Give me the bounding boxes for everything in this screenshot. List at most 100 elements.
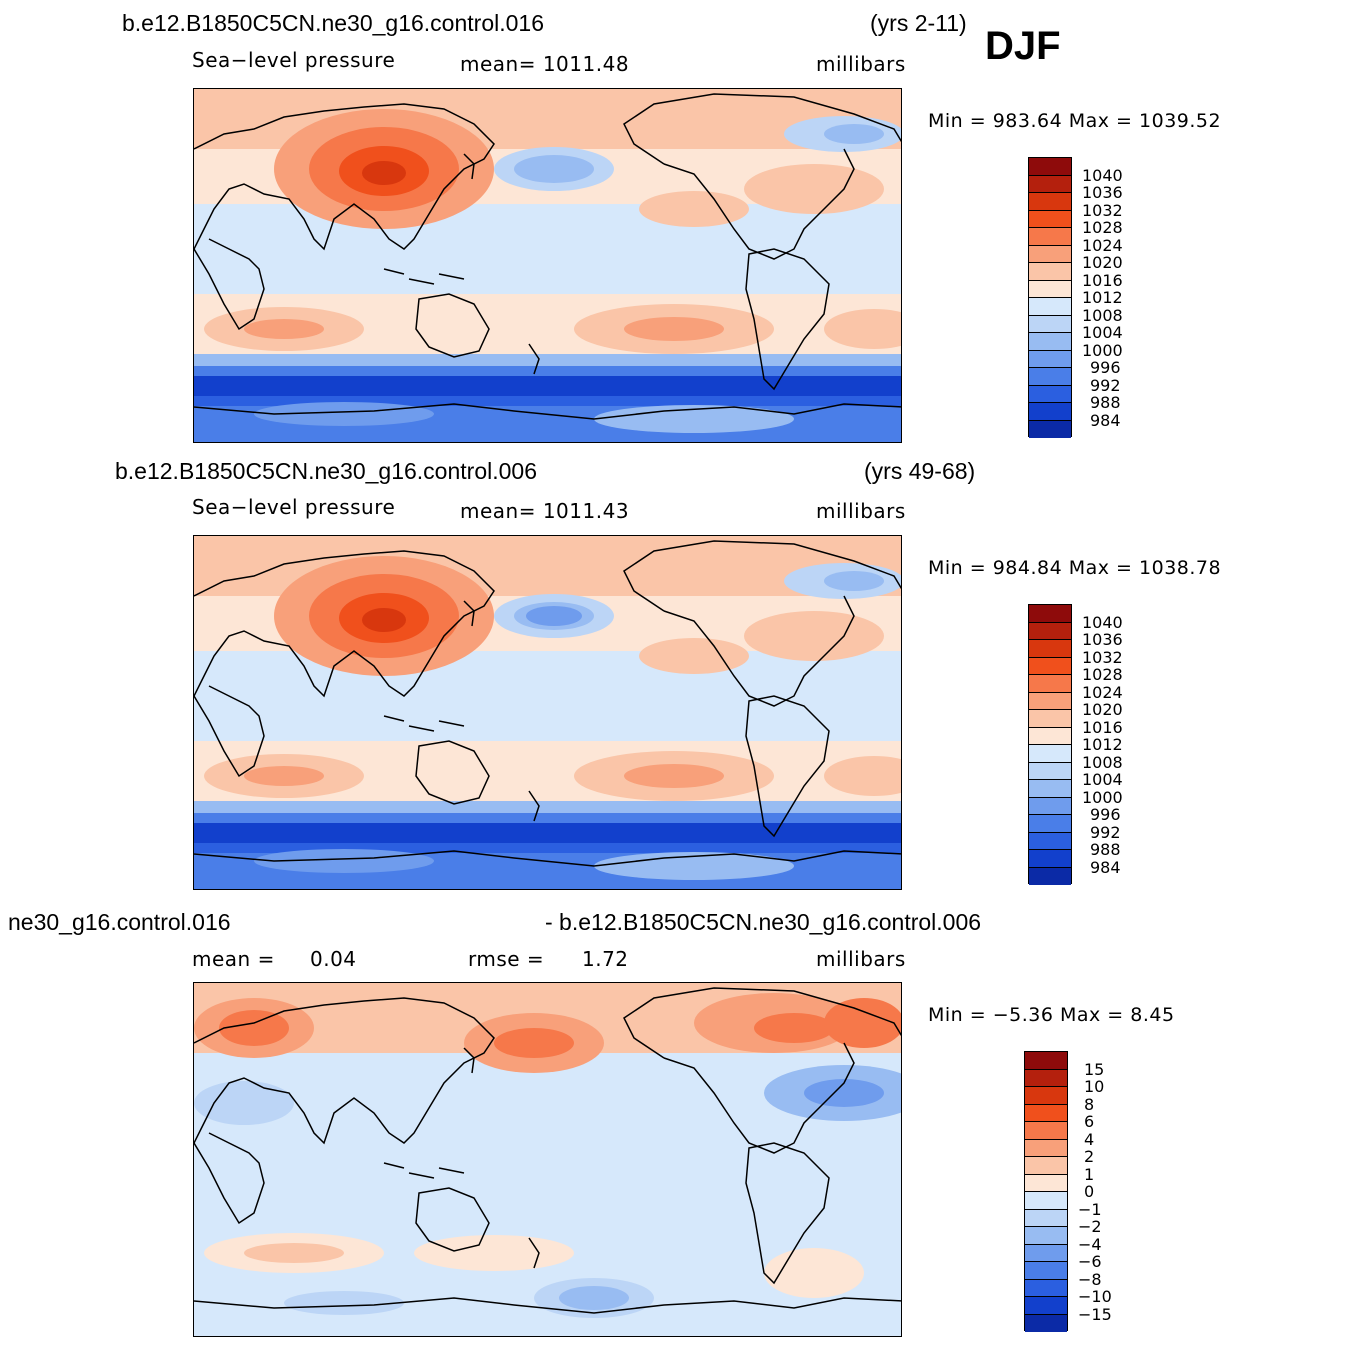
units-label-1: millibars — [816, 52, 906, 76]
colorbar-level-label: 1020 — [1082, 700, 1123, 719]
minmax-label-3: Min = −5.36 Max = 8.45 — [928, 1004, 1175, 1026]
colorbar-level-label: 1012 — [1082, 735, 1123, 754]
colorbar-level-label: 1004 — [1082, 323, 1123, 342]
colorbar-swatch — [1029, 333, 1071, 351]
colorbar-level-label: 1036 — [1082, 630, 1123, 649]
colorbar-level-label: 1 — [1084, 1164, 1095, 1184]
colorbar-swatch — [1029, 605, 1071, 623]
colorbar-swatch — [1025, 1297, 1067, 1315]
slp-field-map-2 — [194, 536, 901, 889]
colorbar-level-label: 1024 — [1082, 682, 1123, 702]
mean-label-3: mean = — [192, 947, 275, 971]
mean-label-2: mean= 1011.43 — [460, 499, 630, 523]
colorbar-level-label: 15 — [1084, 1059, 1105, 1079]
case-name-3: ne30_g16.control.016 — [8, 909, 231, 935]
colorbar-level-label: −10 — [1078, 1287, 1112, 1306]
colorbar-3 — [1024, 1051, 1068, 1332]
colorbar-level-label: 1036 — [1082, 183, 1123, 202]
colorbar-level-label: −1 — [1078, 1199, 1102, 1219]
colorbar-level-label: −15 — [1078, 1304, 1112, 1324]
colorbar-swatch — [1029, 245, 1071, 263]
colorbar-level-label: 1028 — [1082, 665, 1123, 684]
years-2: (yrs 49-68) — [864, 458, 976, 484]
variable-label-1: Sea−level pressure — [192, 48, 396, 72]
colorbar-swatch — [1029, 692, 1071, 710]
colorbar-level-label: 988 — [1090, 393, 1121, 412]
colorbar-level-label: 10 — [1084, 1077, 1105, 1096]
colorbar-swatch — [1029, 228, 1071, 246]
colorbar-swatch — [1029, 298, 1071, 316]
colorbar-level-label: −6 — [1078, 1252, 1102, 1271]
colorbar-swatch — [1029, 780, 1071, 798]
colorbar-swatch — [1029, 385, 1071, 403]
colorbar-swatch — [1025, 1192, 1067, 1210]
colorbar-level-label: 992 — [1090, 822, 1121, 842]
colorbar-swatch — [1029, 710, 1071, 728]
colorbar-swatch — [1029, 640, 1071, 658]
case-name-3b: - b.e12.B1850C5CN.ne30_g16.control.006 — [545, 909, 982, 935]
colorbar-swatch — [1029, 210, 1071, 228]
colorbar-swatch — [1025, 1087, 1067, 1105]
colorbar-swatch — [1025, 1157, 1067, 1175]
colorbar-swatch — [1029, 175, 1071, 193]
colorbar-swatch — [1029, 815, 1071, 833]
colorbar-swatch — [1025, 1227, 1067, 1245]
colorbar-swatch — [1025, 1069, 1067, 1087]
colorbar-level-label: 8 — [1084, 1094, 1095, 1114]
variable-label-2: Sea−level pressure — [192, 495, 396, 519]
colorbar-swatch — [1029, 850, 1071, 868]
rmse-label-3: rmse = — [468, 947, 545, 971]
colorbar-swatch — [1029, 403, 1071, 421]
colorbar-swatch — [1029, 263, 1071, 281]
colorbar-level-label: 1016 — [1082, 717, 1123, 737]
colorbar-swatch — [1029, 675, 1071, 693]
colorbar-level-label: 1028 — [1082, 218, 1123, 237]
colorbar-swatch — [1025, 1209, 1067, 1227]
colorbar-swatch — [1029, 193, 1071, 211]
colorbar-level-label: 1032 — [1082, 200, 1123, 220]
colorbar-level-label: −4 — [1078, 1234, 1102, 1254]
colorbar-swatch — [1029, 315, 1071, 333]
colorbar-2 — [1028, 604, 1072, 885]
colorbar-swatch — [1029, 420, 1071, 438]
units-label-2: millibars — [816, 499, 906, 523]
colorbar-level-label: 1020 — [1082, 253, 1123, 272]
colorbar-level-label: 988 — [1090, 840, 1121, 859]
colorbar-swatch — [1029, 622, 1071, 640]
colorbar-swatch — [1029, 350, 1071, 368]
colorbar-level-label: 4 — [1084, 1129, 1095, 1149]
colorbar-level-label: 992 — [1090, 375, 1121, 395]
minmax-label-2: Min = 984.84 Max = 1038.78 — [928, 557, 1222, 579]
rmse-value-3: 1.72 — [582, 947, 629, 971]
colorbar-level-label: 996 — [1090, 358, 1121, 377]
colorbar-level-label: 984 — [1090, 410, 1121, 430]
map-panel-3 — [193, 982, 902, 1337]
case-name-1: b.e12.B1850C5CN.ne30_g16.control.016 — [122, 10, 544, 36]
colorbar-level-label: 1012 — [1082, 288, 1123, 307]
map-panel-2 — [193, 535, 902, 890]
colorbar-level-label: 2 — [1084, 1147, 1095, 1166]
colorbar-level-label: 1008 — [1082, 305, 1123, 325]
colorbar-level-label: 1004 — [1082, 770, 1123, 789]
slp-diff-map — [194, 983, 901, 1336]
colorbar-level-label: 0 — [1084, 1182, 1095, 1201]
colorbar-level-label: 1024 — [1082, 235, 1123, 255]
colorbar-swatch — [1025, 1262, 1067, 1280]
colorbar-level-label: −2 — [1078, 1217, 1102, 1236]
colorbar-level-label: 1000 — [1082, 787, 1123, 807]
mean-label-1: mean= 1011.48 — [460, 52, 630, 76]
colorbar-level-label: 6 — [1084, 1112, 1095, 1131]
colorbar-swatch — [1025, 1174, 1067, 1192]
colorbar-level-label: −8 — [1078, 1269, 1102, 1289]
colorbar-swatch — [1025, 1279, 1067, 1297]
years-1: (yrs 2-11) — [870, 10, 967, 36]
colorbar-level-label: 984 — [1090, 857, 1121, 877]
colorbar-swatch — [1025, 1314, 1067, 1332]
case-name-2: b.e12.B1850C5CN.ne30_g16.control.006 — [115, 458, 537, 484]
colorbar-swatch — [1029, 727, 1071, 745]
colorbar-level-label: 1016 — [1082, 270, 1123, 290]
colorbar-swatch — [1029, 657, 1071, 675]
season-label: DJF — [985, 24, 1061, 68]
colorbar-swatch — [1029, 158, 1071, 176]
colorbar-swatch — [1029, 867, 1071, 885]
